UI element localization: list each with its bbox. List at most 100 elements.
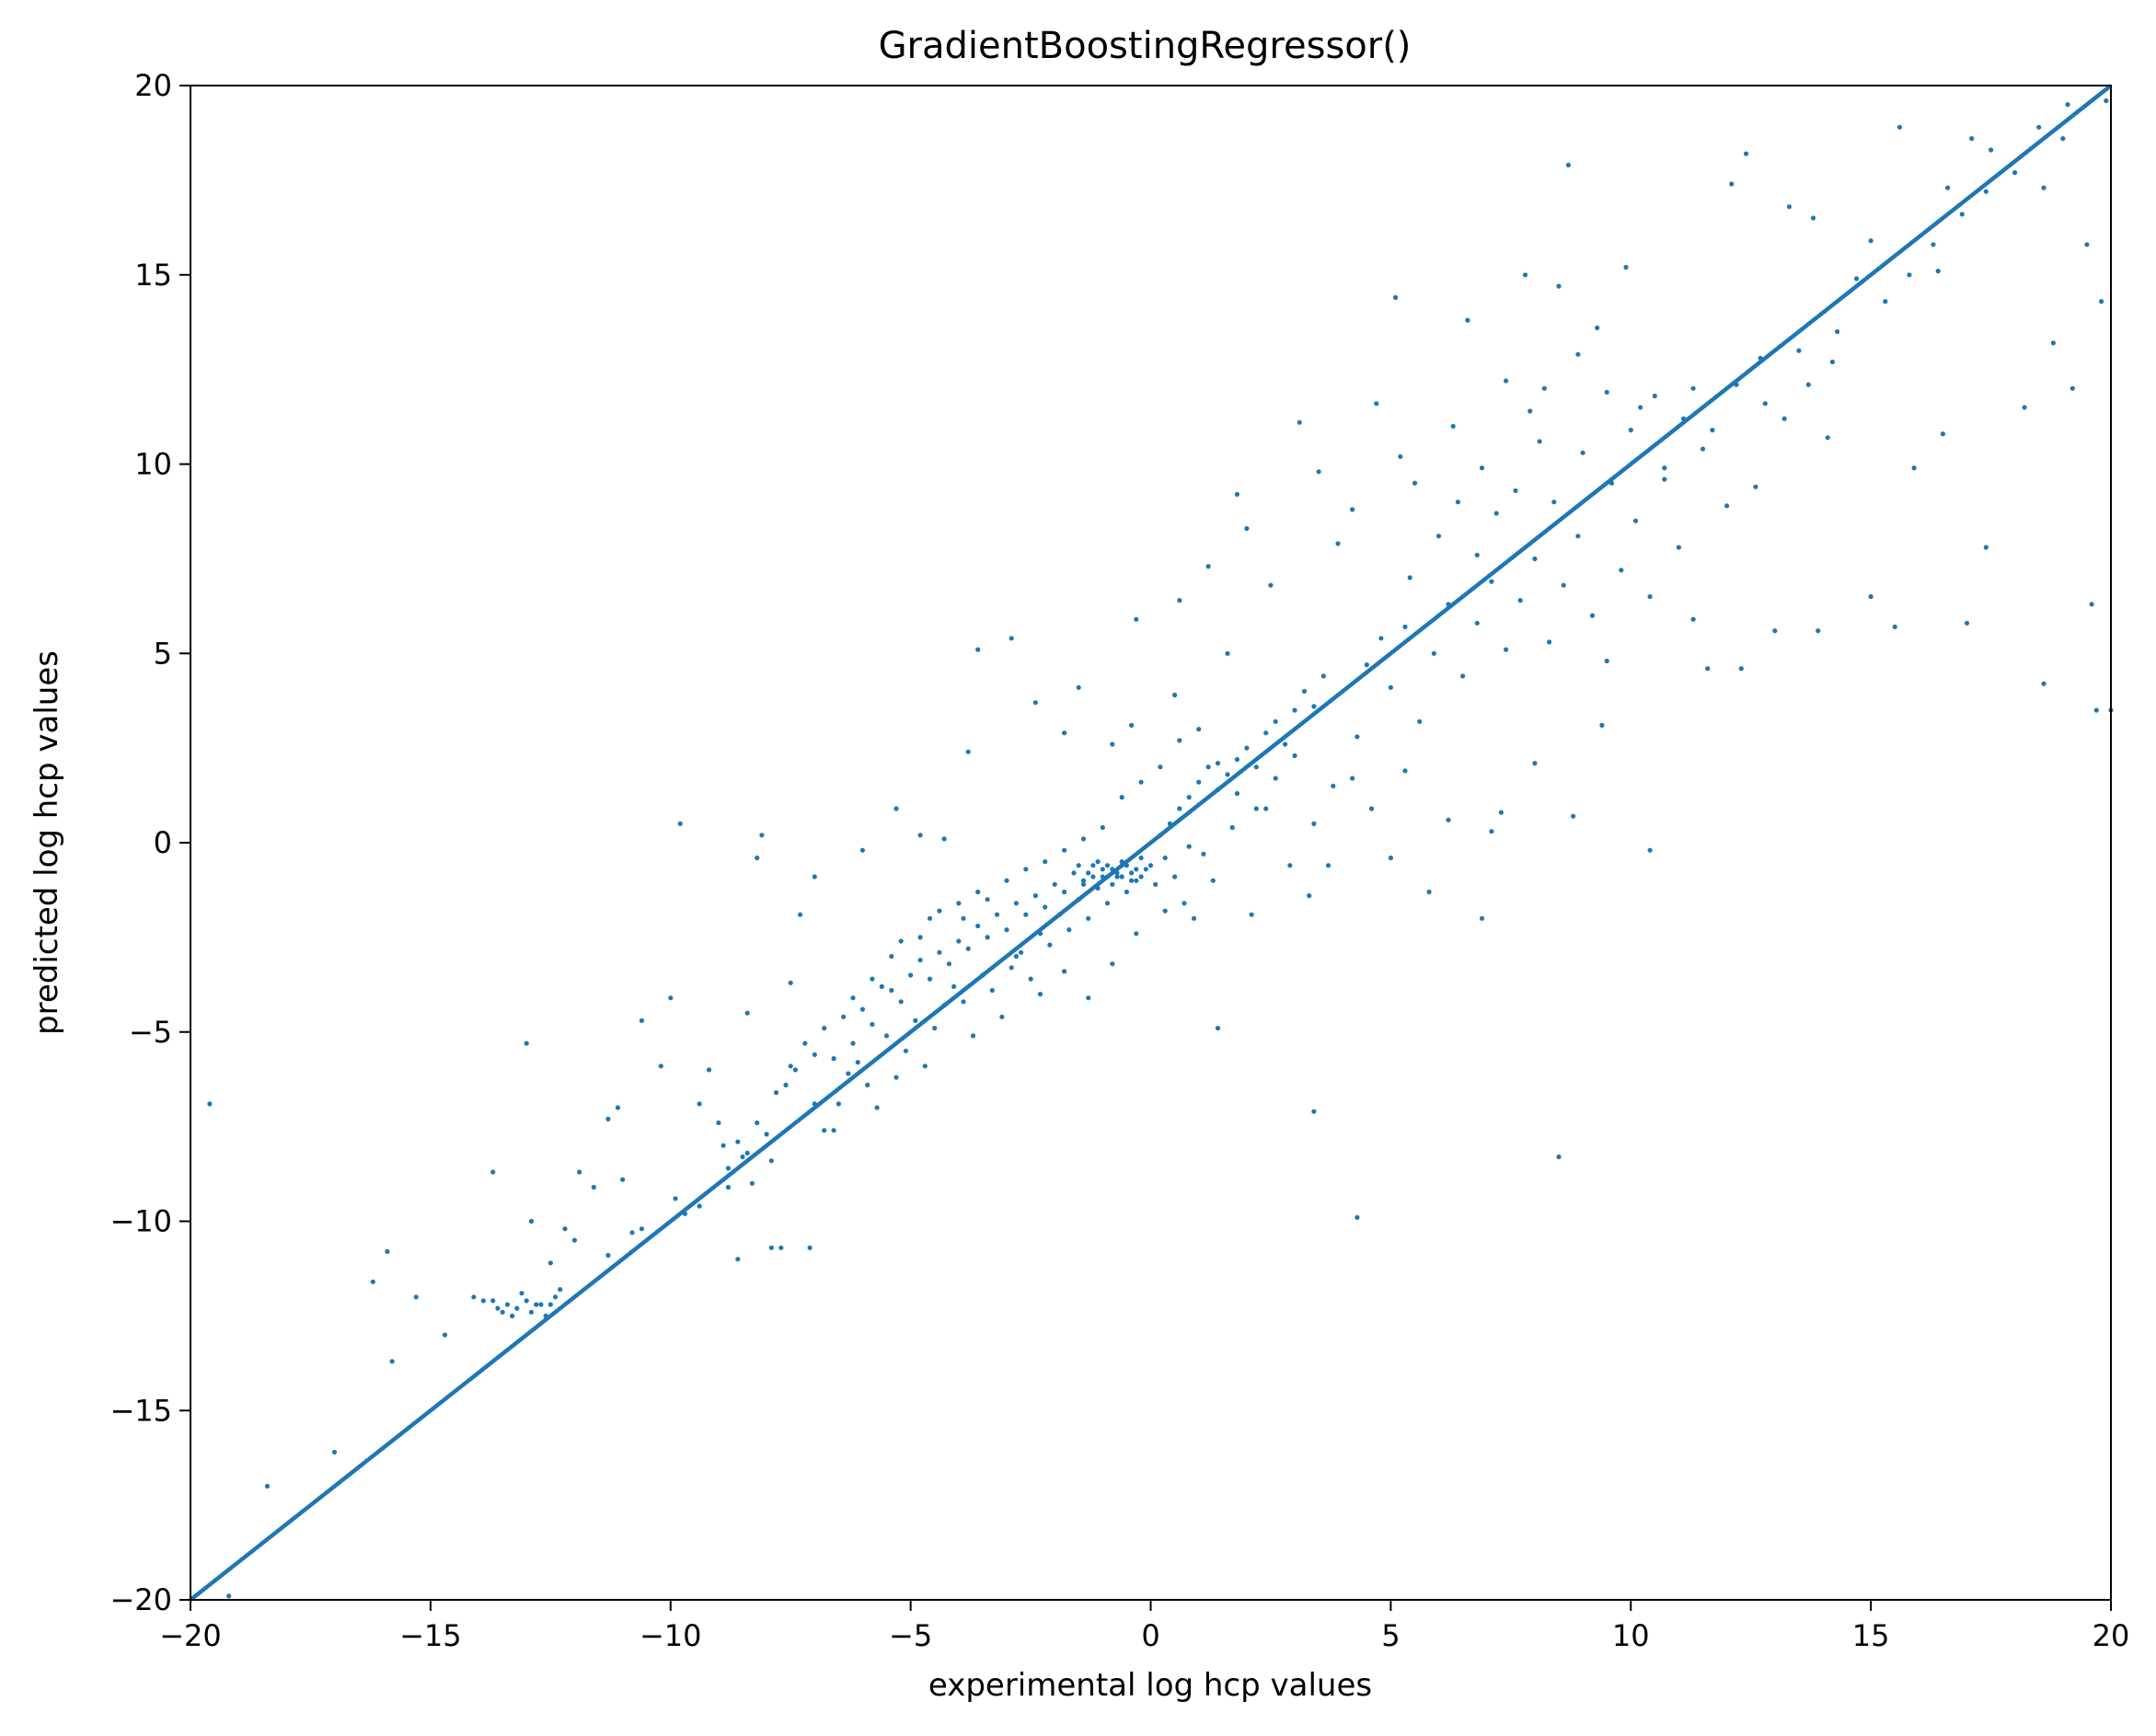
scatter-point — [1989, 147, 1994, 153]
scatter-point — [989, 987, 995, 994]
scatter-point — [889, 953, 894, 960]
y-tick-label: 5 — [154, 636, 172, 671]
scatter-point — [1249, 912, 1254, 917]
scatter-point — [519, 1291, 525, 1296]
scatter-point — [1417, 719, 1423, 724]
scatter-point — [2060, 136, 2066, 142]
scatter-point — [1619, 568, 1624, 573]
scatter-point — [548, 1302, 553, 1307]
scatter-point — [917, 833, 923, 838]
scatter-point — [970, 1033, 976, 1039]
scatter-point — [1311, 704, 1317, 709]
scatter-point — [1138, 779, 1144, 785]
scatter-point — [1565, 162, 1571, 167]
scatter-point — [1335, 541, 1341, 546]
scatter-points — [207, 98, 2114, 1599]
scatter-point — [1412, 480, 1418, 486]
scatter-point — [812, 874, 817, 879]
scatter-point — [1110, 961, 1115, 967]
scatter-point — [442, 1332, 448, 1338]
scatter-point — [716, 1120, 721, 1126]
scatter-point — [1273, 776, 1278, 781]
scatter-point — [1301, 688, 1308, 695]
scatter-point — [1724, 503, 1730, 509]
scatter-point — [591, 1184, 596, 1190]
scatter-point — [639, 1017, 645, 1023]
scatter-point — [1062, 847, 1067, 853]
scatter-point — [1364, 662, 1369, 668]
reference-line-layer — [189, 84, 2113, 1602]
scatter-point — [1172, 874, 1178, 879]
scatter-point — [874, 1105, 880, 1110]
scatter-point — [1738, 666, 1744, 672]
scatter-point — [552, 1294, 559, 1300]
reference-line — [189, 84, 2113, 1602]
scatter-point — [1138, 855, 1144, 861]
scatter-point — [504, 1302, 511, 1307]
scatter-point — [2050, 340, 2056, 346]
scatter-point — [1931, 242, 1936, 247]
scatter-point — [1517, 598, 1523, 604]
scatter-point — [1182, 901, 1187, 906]
scatter-point — [922, 1063, 928, 1069]
scatter-point — [2104, 98, 2109, 104]
scatter-point — [1388, 684, 1393, 690]
scatter-point — [528, 1309, 535, 1315]
scatter-point — [1465, 317, 1470, 323]
scatter-point — [2089, 602, 2094, 607]
scatter-point — [1969, 136, 1975, 142]
scatter-point — [956, 938, 962, 944]
x-tick-label: 0 — [1141, 1618, 1159, 1653]
scatter-point — [1368, 806, 1375, 811]
scatter-point — [1853, 276, 1860, 282]
scatter-point — [1110, 881, 1115, 887]
scatter-point — [1292, 753, 1297, 759]
scatter-point — [1710, 427, 1715, 433]
scatter-point — [1700, 446, 1706, 452]
scatter-point — [1504, 647, 1509, 652]
scatter-point — [1062, 730, 1067, 736]
scatter-point — [615, 1105, 621, 1110]
scatter-point — [1638, 405, 1643, 410]
scatter-point — [1604, 658, 1609, 664]
scatter-point — [1935, 269, 1941, 274]
scatter-point — [865, 1082, 870, 1087]
scatter-point — [1786, 204, 1792, 210]
x-tick-label: −20 — [159, 1618, 222, 1653]
scatter-point — [1253, 806, 1259, 811]
scatter-point — [1532, 556, 1538, 562]
scatter-point — [1052, 881, 1057, 887]
scatter-point — [697, 1203, 702, 1209]
scatter-point — [1162, 908, 1168, 914]
scatter-point — [798, 912, 803, 917]
scatter-point — [1493, 511, 1499, 516]
scatter-point — [1662, 477, 1667, 482]
scatter-point — [1095, 859, 1101, 865]
scatter-point — [389, 1359, 395, 1364]
scatter-point — [783, 1082, 789, 1087]
scatter-point — [1172, 692, 1178, 698]
scatter-point — [822, 1026, 827, 1031]
scatter-point — [961, 999, 966, 1005]
scatter-point — [1402, 768, 1408, 774]
scatter-point — [744, 1010, 750, 1016]
y-tick-label: −20 — [110, 1582, 172, 1617]
y-tick-label: −15 — [110, 1393, 172, 1428]
scatter-point — [855, 1060, 860, 1065]
y-axis-ticks: −20 −15 −10 −5 0 5 10 15 20 — [110, 68, 190, 1617]
scatter-point — [1426, 889, 1432, 895]
scatter-point — [755, 1120, 760, 1126]
scatter-point — [1522, 272, 1528, 278]
scatter-point — [1632, 518, 1639, 523]
scatter-point — [1489, 579, 1494, 584]
scatter-point — [1556, 283, 1562, 289]
scatter-point — [658, 1063, 663, 1069]
scatter-point — [1263, 730, 1269, 736]
scatter-point — [1311, 1109, 1317, 1114]
scatter-point — [1983, 545, 1989, 550]
scatter-point — [514, 1305, 520, 1311]
scatter-point — [999, 1014, 1005, 1019]
scatter-point — [1119, 795, 1124, 800]
scatter-point — [1297, 420, 1302, 425]
x-tick-label: 5 — [1381, 1618, 1400, 1653]
